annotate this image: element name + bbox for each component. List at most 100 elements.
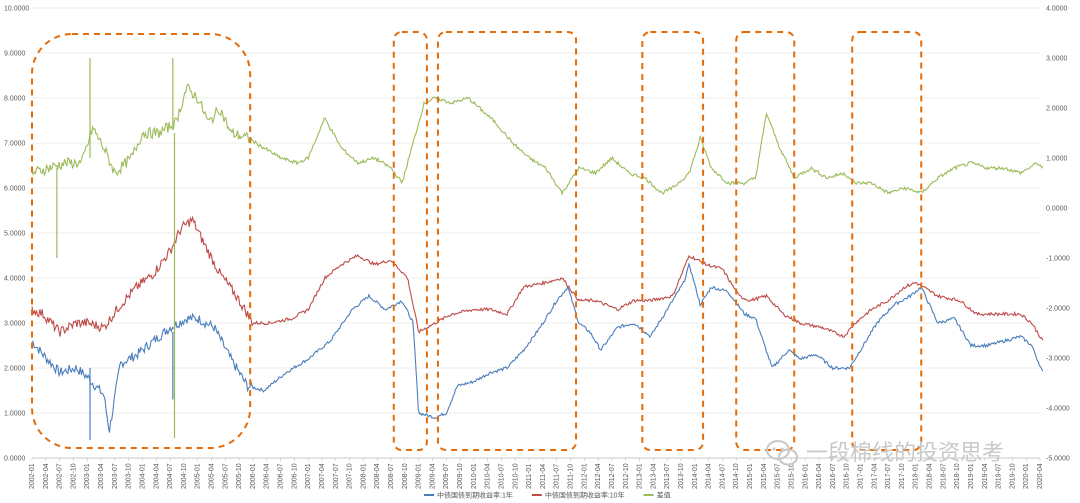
x-tick-label: 2018-01: [913, 463, 920, 489]
x-tick-label: 2015-01: [747, 463, 754, 489]
x-tick-label: 2009-04: [429, 463, 436, 489]
series-group: [31, 58, 1044, 440]
x-tick-label: 2009-10: [457, 463, 464, 489]
x-tick-label: 2011-10: [568, 464, 575, 489]
series-line-1: [31, 215, 1044, 341]
x-tick-label: 2002-07: [57, 463, 64, 489]
legend-label: 差值: [657, 491, 671, 500]
x-axis: 2002-01 2002-04 2002-07 2002-10 2003-01 2003-…: [29, 458, 1044, 489]
x-tick-label: 2005-01: [195, 463, 202, 489]
legend-label: 中债国债到期收益率:10年: [545, 491, 625, 500]
right-tick-label: 3.0000: [1046, 56, 1068, 63]
left-tick-label: 9.0000: [4, 51, 26, 58]
x-tick-label: 2007-04: [319, 463, 326, 489]
x-tick-label: 2019-04: [982, 463, 989, 489]
right-tick-label: 1.0000: [1046, 156, 1068, 163]
x-tick-label: 2015-04: [761, 463, 768, 489]
x-tick-label: 2006-04: [264, 463, 271, 489]
x-tick-label: 2004-07: [167, 463, 174, 489]
x-tick-label: 2015-07: [775, 463, 782, 489]
x-tick-label: 2014-10: [733, 463, 740, 489]
x-tick-label: 2014-04: [706, 463, 713, 489]
left-tick-label: 1.0000: [4, 411, 26, 418]
x-tick-label: 2004-10: [181, 463, 188, 489]
x-tick-label: 2016-01: [802, 463, 809, 489]
x-tick-label: 2008-10: [402, 463, 409, 489]
grid-lines: [32, 7, 1040, 459]
x-tick-label: 2004-01: [139, 463, 146, 489]
x-tick-label: 2006-07: [278, 463, 285, 489]
x-tick-label: 2018-07: [940, 463, 947, 489]
right-tick-label: 0.0000: [1046, 206, 1068, 213]
highlight-region-6: [851, 31, 923, 451]
x-tick-label: 2008-01: [360, 463, 367, 489]
x-tick-label: 2017-01: [857, 463, 864, 489]
x-tick-label: 2012-07: [609, 463, 616, 489]
x-tick-label: 2020-04: [1037, 463, 1044, 489]
x-tick-label: 2011-01: [526, 464, 533, 489]
x-tick-label: 2010-10: [512, 463, 519, 489]
left-tick-label: 6.0000: [4, 186, 26, 193]
x-tick-label: 2009-01: [416, 463, 423, 489]
x-tick-label: 2005-10: [236, 463, 243, 489]
highlight-region-4: [641, 31, 705, 451]
x-tick-label: 2003-10: [126, 463, 133, 489]
x-tick-label: 2016-07: [830, 463, 837, 489]
x-tick-label: 2015-10: [788, 463, 795, 489]
left-tick-label: 2.0000: [4, 366, 26, 373]
left-tick-label: 8.0000: [4, 96, 26, 103]
x-tick-label: 2004-04: [153, 463, 160, 489]
right-tick-label: -5.0000: [1046, 456, 1070, 463]
x-tick-label: 2002-10: [70, 463, 77, 489]
left-axis: 0.0000 1.0000 2.0000 3.0000 4.0000 5.0000 6.00…: [4, 6, 29, 463]
legend-label: 中债国债到期收益率:1年: [437, 491, 513, 500]
x-tick-label: 2018-10: [954, 463, 961, 489]
x-tick-label: 2017-07: [885, 463, 892, 489]
highlight-region-5: [735, 31, 796, 451]
x-tick-label: 2008-04: [374, 463, 381, 489]
x-tick-label: 2013-07: [664, 463, 671, 489]
series-line-2: [31, 83, 1044, 196]
x-tick-label: 2018-04: [927, 463, 934, 489]
x-tick-label: 2005-07: [222, 463, 229, 489]
x-tick-label: 2012-01: [581, 463, 588, 489]
x-tick-label: 2019-01: [968, 463, 975, 489]
x-tick-label: 2012-10: [623, 463, 630, 489]
highlight-region-3: [436, 31, 578, 451]
right-tick-label: -4.0000: [1046, 406, 1070, 413]
x-tick-label: 2013-04: [650, 463, 657, 489]
x-tick-label: 2003-04: [98, 463, 105, 489]
x-tick-label: 2006-10: [291, 463, 298, 489]
x-tick-label: 2010-07: [498, 463, 505, 489]
highlight-regions: [31, 31, 923, 451]
x-tick-label: 2011-04: [540, 464, 547, 489]
x-tick-label: 2009-07: [443, 463, 450, 489]
x-tick-label: 2017-10: [899, 463, 906, 489]
x-tick-label: 2010-01: [471, 463, 478, 489]
x-tick-label: 2012-04: [595, 463, 602, 489]
x-tick-label: 2014-01: [692, 463, 699, 489]
legend: 中债国债到期收益率:1年 中债国债到期收益率:10年 差值: [424, 491, 671, 500]
x-tick-label: 2019-10: [1009, 463, 1016, 489]
x-tick-label: 2002-01: [29, 463, 36, 489]
x-tick-label: 2010-04: [485, 463, 492, 489]
x-tick-label: 2007-01: [305, 463, 312, 489]
watermark: 一段棉线的投资思考: [766, 440, 1004, 466]
x-tick-label: 2017-04: [871, 463, 878, 489]
x-tick-label: 2019-07: [996, 463, 1003, 489]
left-tick-label: 5.0000: [4, 231, 26, 238]
x-tick-label: 2006-01: [250, 463, 257, 489]
x-tick-label: 2002-04: [43, 463, 50, 489]
right-axis: -5.0000 -4.0000 -3.0000 -2.0000 -1.0000 0.000…: [1046, 6, 1070, 463]
highlight-region-2: [392, 31, 428, 451]
x-tick-label: 2011-07: [554, 464, 561, 489]
x-tick-label: 2005-04: [209, 463, 216, 489]
right-tick-label: 2.0000: [1046, 106, 1068, 113]
x-tick-label: 2003-07: [112, 463, 119, 489]
left-tick-label: 0.0000: [4, 456, 26, 463]
x-tick-label: 2007-10: [347, 463, 354, 489]
x-tick-label: 2008-07: [388, 463, 395, 489]
watermark-text: 一段棉线的投资思考: [806, 441, 1004, 466]
x-tick-label: 2007-07: [333, 463, 340, 489]
